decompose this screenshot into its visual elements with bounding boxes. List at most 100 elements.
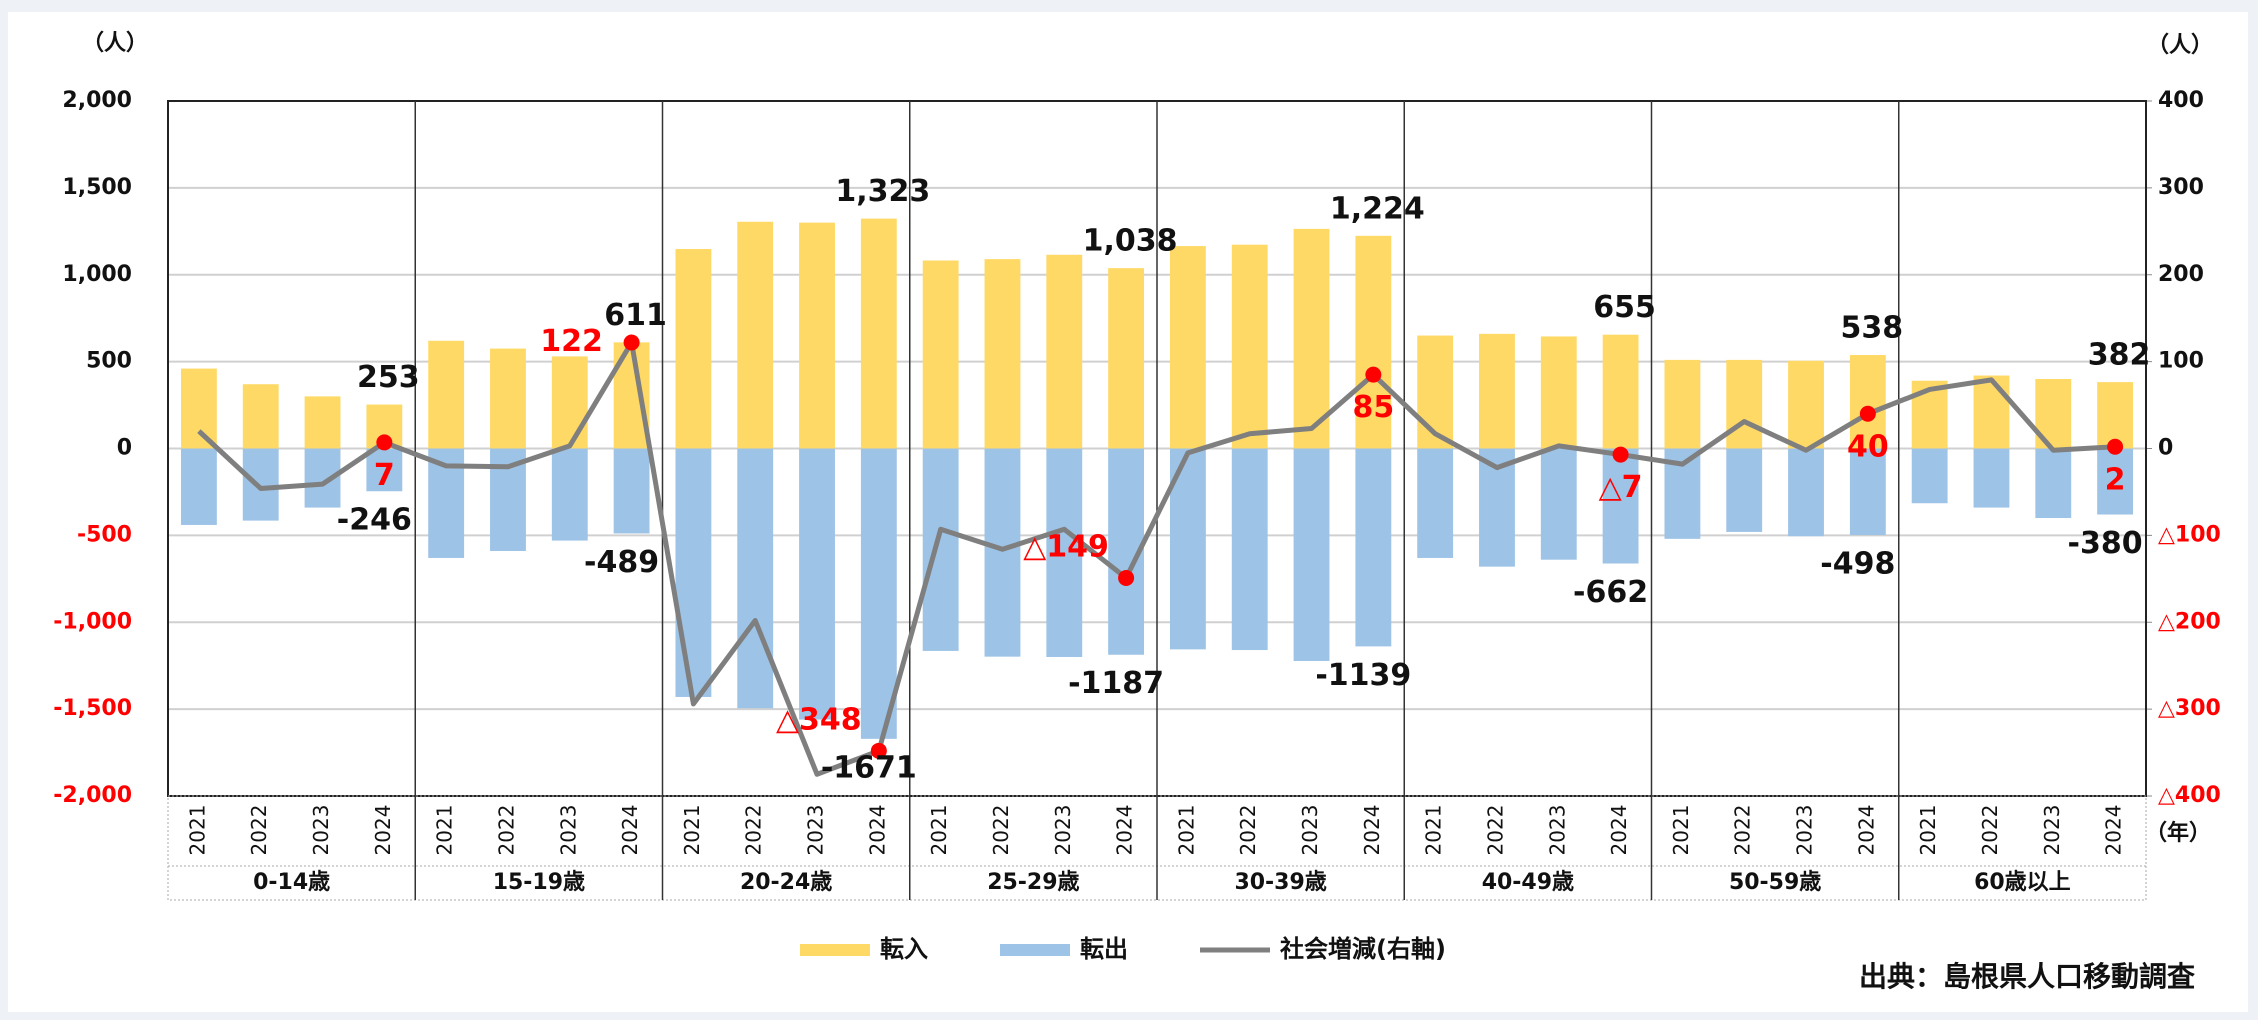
line-data-label: 85	[1352, 390, 1394, 425]
bar	[1849, 448, 1886, 536]
line-point	[376, 434, 393, 451]
group-label: 20-24歳	[740, 870, 832, 895]
x-tick-label: 2022	[1978, 805, 2002, 856]
x-tick-label: 2021	[1916, 805, 1940, 856]
x-tick-label: 2024	[865, 805, 889, 856]
bar-data-label: 655	[1593, 290, 1656, 325]
bar	[1355, 235, 1392, 449]
y2-tick-label: 300	[2158, 175, 2204, 200]
y2-tick-label: 400	[2158, 88, 2204, 113]
bar	[1355, 448, 1392, 647]
x-tick-label: 2022	[1236, 805, 1260, 856]
bar	[737, 221, 774, 449]
bar	[180, 368, 217, 449]
x-tick-label: 2022	[742, 805, 766, 856]
bar	[366, 448, 403, 492]
line-data-label: 2	[2105, 462, 2126, 497]
bar	[1973, 375, 2010, 449]
group-label: 15-19歳	[493, 870, 585, 895]
bar	[1540, 336, 1577, 449]
bar	[1540, 448, 1577, 560]
legend-label: 転出	[1080, 935, 1128, 963]
x-tick-label: 2021	[1669, 805, 1693, 856]
bar	[1046, 448, 1083, 657]
bar	[242, 384, 279, 449]
x-tick-label: 2024	[1360, 805, 1384, 856]
bar	[860, 448, 897, 739]
bar-data-label: -246	[337, 503, 412, 538]
y2-tick-label: △200	[2158, 609, 2221, 634]
bar	[2097, 382, 2134, 449]
bar	[984, 448, 1021, 657]
group-label: 30-39歳	[1234, 870, 1326, 895]
x-tick-label: 2022	[1731, 805, 1755, 856]
y-unit: （人）	[82, 31, 148, 56]
y2-tick-label: 200	[2158, 262, 2204, 287]
x-tick-label: 2021	[433, 805, 457, 856]
x-tick-label: 2021	[927, 805, 951, 856]
group-label: 0-14歳	[253, 870, 330, 895]
x-tick-label: 2024	[1607, 805, 1631, 856]
bar	[1169, 246, 1206, 449]
bar	[675, 448, 712, 697]
bar-data-label: 1,038	[1083, 224, 1178, 259]
x-tick-label: 2021	[680, 805, 704, 856]
bar	[1293, 228, 1330, 449]
bar-data-label: 253	[357, 360, 420, 395]
y2-tick-label: 0	[2158, 436, 2173, 461]
y-tick-label: -500	[77, 522, 132, 547]
x-tick-label: 2024	[1113, 805, 1137, 856]
bar	[1726, 448, 1763, 532]
bar	[1911, 448, 1948, 504]
y-tick-label: -2,000	[53, 783, 132, 808]
bar	[799, 448, 835, 720]
x-tick-label: 2023	[1545, 805, 1569, 856]
bar	[1046, 254, 1083, 449]
y-tick-label: 1,000	[62, 262, 132, 287]
x-tick-label: 2024	[1854, 805, 1878, 856]
y-tick-label: 500	[86, 349, 132, 374]
bar	[242, 448, 279, 521]
bar-data-label: -1139	[1315, 658, 1411, 693]
y2-tick-label: △100	[2158, 522, 2221, 547]
x-tick-label: 2024	[371, 805, 395, 856]
bar	[1417, 335, 1454, 449]
y2-unit: （人）	[2147, 33, 2213, 58]
legend-swatch	[1000, 944, 1070, 956]
bar	[984, 259, 1021, 449]
bar	[551, 448, 588, 541]
line-data-label: △7	[1599, 470, 1643, 505]
bar	[490, 348, 526, 449]
bar-data-label: -489	[584, 545, 659, 580]
legend-swatch	[800, 944, 870, 956]
x-tick-label: 2022	[494, 805, 518, 856]
line-data-label: △348	[776, 702, 862, 737]
x-tick-label: 2023	[1051, 805, 1075, 856]
bar	[180, 448, 217, 525]
line-point	[1118, 569, 1135, 586]
x-tick-label: 2021	[185, 805, 209, 856]
group-label: 25-29歳	[987, 870, 1079, 895]
bar-data-label: -1671	[821, 750, 917, 785]
y2-tick-label: 100	[2158, 349, 2204, 374]
x-tick-label: 2023	[309, 805, 333, 856]
bar	[1231, 244, 1268, 449]
group-label: 40-49歳	[1482, 870, 1574, 895]
bar	[922, 448, 959, 651]
bar	[922, 260, 959, 449]
bar	[304, 396, 341, 449]
bar	[1726, 359, 1763, 449]
legend-label: 社会増減(右軸)	[1280, 935, 1446, 963]
x-tick-label: 2022	[247, 805, 271, 856]
group-label: 50-59歳	[1729, 870, 1821, 895]
y-tick-label: 2,000	[62, 88, 132, 113]
x-tick-label: 2023	[556, 805, 580, 856]
bar	[1973, 448, 2010, 508]
x-tick-label: 2021	[1174, 805, 1198, 856]
bar	[1788, 360, 1824, 449]
bar	[737, 448, 774, 709]
bar-data-label: 1,323	[835, 174, 930, 209]
bar	[551, 356, 588, 449]
bar-data-label: 382	[2088, 338, 2151, 373]
bar	[1108, 268, 1145, 449]
